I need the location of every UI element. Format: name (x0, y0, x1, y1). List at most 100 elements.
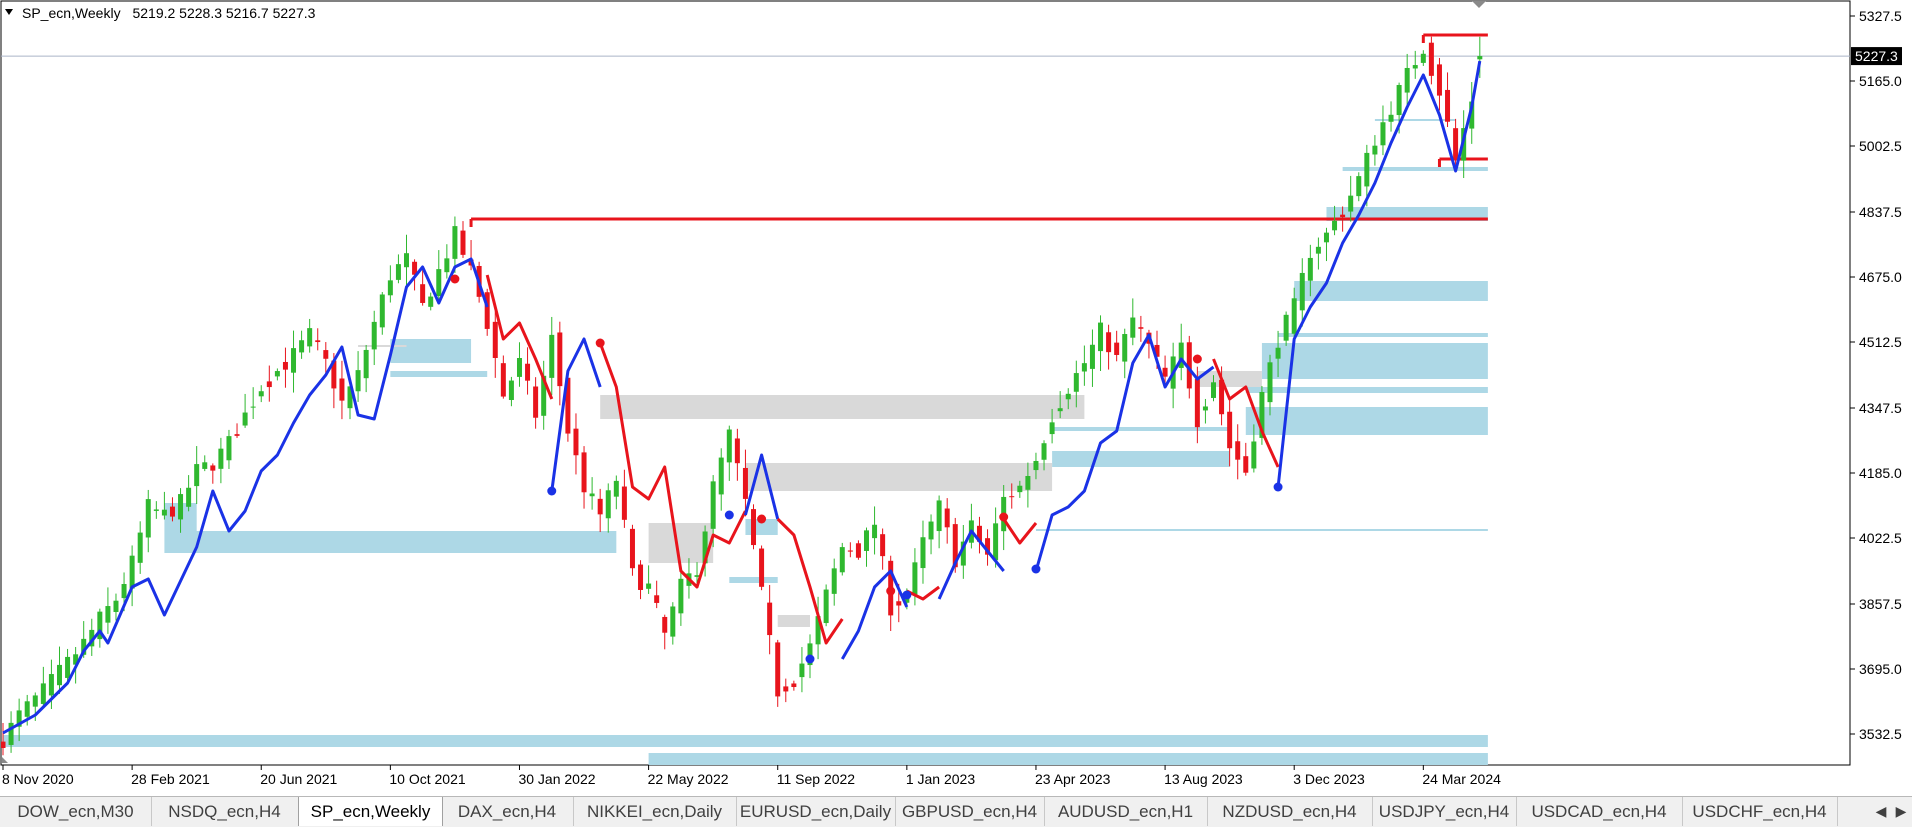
tab-sp-ecn-weekly[interactable]: SP_ecn,Weekly (298, 797, 443, 826)
price-tick-label: 5002.5 (1859, 138, 1902, 154)
bull-candle (16, 710, 22, 727)
bull-candle (153, 509, 159, 511)
bear-candle (1, 741, 6, 748)
bull-candle (363, 349, 369, 379)
tab-dax-ecn-h4[interactable]: DAX_ecn,H4 (441, 797, 574, 826)
bull-candle (105, 606, 111, 623)
bull-candle (823, 589, 829, 624)
tab-nikkei-ecn-daily[interactable]: NIKKEI_ecn,Daily (573, 797, 737, 826)
bull-candle (1065, 393, 1071, 400)
triangle-right-icon[interactable]: ▶ (1895, 803, 1907, 819)
bear-candle (169, 506, 175, 517)
triangle-left-icon[interactable]: ◀ (1875, 803, 1887, 819)
tab-gbpusd-ecn-h4[interactable]: GBPUSD_ecn,H4 (895, 797, 1045, 826)
bull-candle (1372, 145, 1378, 155)
bull-candle (250, 406, 256, 408)
chart-shift-marker-icon[interactable] (1472, 1, 1486, 8)
bull-candle (831, 568, 837, 594)
bear-candle (896, 601, 902, 606)
bull-candle (710, 481, 716, 529)
bull-candle (928, 521, 934, 540)
bull-candle (274, 371, 280, 377)
bull-candle (1299, 272, 1305, 311)
bull-candle (299, 340, 305, 353)
demand-zone (390, 371, 488, 377)
time-axis[interactable]: 8 Nov 2020 28 Feb 2021 20 Jun 2021 10 Oct 2… (2, 765, 1501, 787)
bear-candle (1194, 378, 1200, 428)
time-tick-label: 1 Jan 2023 (906, 771, 975, 787)
demand-zone (1035, 529, 1488, 531)
pivot-dot (595, 338, 605, 348)
price-tick-label: 5165.0 (1859, 73, 1902, 89)
tab-usdchf-ecn-h4[interactable]: USDCHF_ecn,H4 (1682, 797, 1838, 826)
bear-candle (1428, 42, 1434, 76)
bull-candle (56, 664, 62, 686)
bear-candle (775, 642, 781, 697)
ohlc-values: 5219.2 5228.3 5216.7 5227.3 (132, 5, 315, 21)
bear-candle (1154, 344, 1160, 357)
price-axis[interactable]: 5327.5 5165.0 5002.5 4837.5 4675.0 4512.5 4347… (1850, 8, 1902, 742)
bull-candle (1388, 114, 1394, 122)
bull-candle (194, 464, 200, 487)
bear-candle (952, 524, 958, 568)
bull-candle (1380, 122, 1386, 146)
trend-line-down (1002, 518, 1038, 545)
bull-candle (1356, 176, 1362, 197)
tab-nsdq-ecn-h4[interactable]: NSDQ_ecn,H4 (151, 797, 299, 826)
bull-candle (355, 370, 361, 392)
bull-candle (371, 321, 377, 350)
bear-candle (1138, 327, 1144, 329)
supply-zone (358, 345, 407, 347)
bull-candle (1323, 232, 1329, 243)
bear-candle (847, 550, 853, 552)
bear-candle (1436, 64, 1442, 96)
bull-candle (1404, 67, 1410, 93)
bull-candle (1267, 362, 1273, 403)
pivot-dot (1192, 354, 1202, 364)
bull-candle (395, 264, 401, 280)
tab-audusd-ecn-h1[interactable]: AUDUSD_ecn,H1 (1044, 797, 1208, 826)
trend-line-up (937, 529, 1005, 600)
time-tick-label: 10 Oct 2021 (389, 771, 465, 787)
tab-usdjpy-ecn-h4[interactable]: USDJPY_ecn,H4 (1372, 797, 1517, 826)
demand-zone (1052, 451, 1230, 467)
demand-zone (1052, 427, 1230, 431)
tab-eurusd-ecn-daily[interactable]: EURUSD_ecn,Daily (736, 797, 896, 826)
bull-candle (186, 487, 192, 507)
symbol-menu-triangle-icon[interactable] (5, 9, 13, 15)
bull-candle (936, 500, 942, 532)
bull-candle (226, 436, 232, 461)
bull-candle (516, 358, 522, 377)
bull-candle (242, 412, 248, 426)
time-tick-label: 11 Sep 2022 (777, 771, 856, 787)
trend-line-down (485, 274, 554, 400)
pivot-dot (724, 510, 734, 520)
tab-usdcad-ecn-h4[interactable]: USDCAD_ecn,H4 (1516, 797, 1683, 826)
demand-zone (1294, 281, 1488, 301)
supply-zone (600, 395, 1085, 419)
bull-candle (73, 654, 79, 665)
pivot-dot (450, 274, 460, 284)
demand-zone (1278, 333, 1488, 337)
bear-candle (880, 534, 886, 557)
trend-line-up (1034, 333, 1215, 572)
bull-candle (1332, 220, 1338, 231)
tab-nzdusd-ecn-h4[interactable]: NZDUSD_ecn,H4 (1207, 797, 1373, 826)
bull-candle (1073, 373, 1079, 392)
bear-candle (533, 386, 539, 418)
chart-tab-bar: DOW_ecn,M30 NSDQ_ecn,H4 SP_ecn,Weekly DAX_e… (0, 796, 1912, 827)
bull-candle (1396, 85, 1402, 116)
bull-candle (1017, 485, 1023, 493)
bear-candle (565, 377, 571, 434)
bear-candle (734, 438, 740, 464)
bull-candle (113, 600, 119, 612)
bull-candle (799, 663, 805, 678)
bull-candle (872, 524, 878, 539)
tab-dow-ecn-m30[interactable]: DOW_ecn,M30 (0, 797, 152, 826)
pivot-dot (757, 514, 767, 524)
bull-candle (24, 701, 30, 717)
bear-candle (1243, 456, 1249, 473)
bear-candle (791, 683, 797, 688)
price-chart[interactable]: 5327.5 5165.0 5002.5 4837.5 4675.0 4512.5 4347… (0, 0, 1912, 796)
